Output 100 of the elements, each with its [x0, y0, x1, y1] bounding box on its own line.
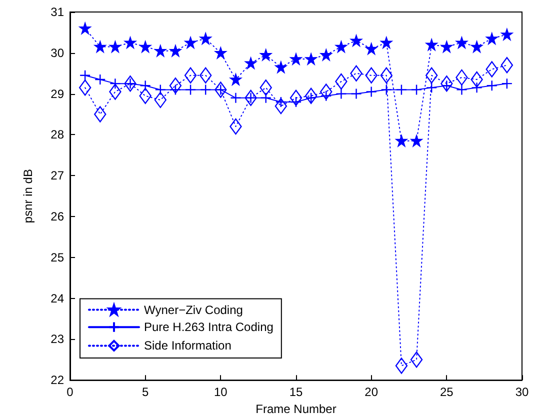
point: [244, 90, 257, 106]
point: [260, 49, 272, 61]
point: [456, 69, 468, 86]
point: [486, 32, 498, 44]
y-tick-label: 23: [50, 332, 64, 346]
point: [366, 86, 377, 98]
point: [500, 57, 514, 74]
point: [471, 41, 482, 52]
y-tick-label: 22: [50, 373, 64, 388]
point: [290, 90, 302, 106]
x-tick-label: 0: [66, 385, 74, 400]
point: [380, 37, 392, 48]
point: [230, 92, 242, 104]
x-tick-label: 5: [142, 385, 149, 400]
point: [94, 74, 106, 86]
point: [320, 84, 332, 100]
point: [78, 80, 92, 96]
y-tick-label: 29: [50, 86, 64, 101]
y-tick-label: 24: [50, 291, 64, 306]
point: [184, 37, 196, 48]
point: [471, 82, 482, 94]
point: [320, 49, 332, 61]
point: [366, 43, 377, 54]
point: [200, 32, 212, 44]
point: [335, 73, 348, 90]
y-tick-label: 30: [50, 46, 64, 60]
point: [336, 88, 347, 100]
point: [456, 84, 468, 96]
point: [426, 82, 438, 94]
point: [350, 88, 362, 100]
legend-label: Pure H.263 Intra Coding: [144, 320, 274, 334]
point: [154, 92, 166, 108]
point: [215, 47, 226, 58]
point: [350, 35, 362, 46]
point: [275, 62, 287, 73]
legend-label: Side Information: [144, 338, 232, 353]
point: [396, 135, 408, 146]
point: [426, 39, 438, 50]
point: [380, 84, 392, 96]
point: [486, 80, 498, 92]
point: [140, 41, 151, 52]
x-tick-label: 15: [289, 385, 303, 400]
point: [94, 41, 106, 52]
x-tick-label: 10: [214, 385, 228, 400]
point: [486, 61, 498, 78]
point: [456, 37, 468, 48]
y-tick-label: 27: [50, 168, 64, 183]
point: [230, 74, 242, 86]
point: [410, 84, 422, 96]
point: [396, 84, 408, 96]
x-tick-label: 20: [364, 385, 378, 400]
point: [110, 78, 121, 90]
point: [109, 84, 122, 100]
point: [170, 45, 182, 56]
point: [410, 352, 423, 368]
x-tick-label: 25: [440, 385, 454, 400]
legend-label: Wyner−Ziv Coding: [144, 302, 243, 317]
point: [336, 41, 347, 52]
point: [350, 65, 362, 82]
point: [274, 98, 288, 114]
point: [94, 106, 106, 122]
point: [184, 84, 196, 96]
point: [200, 67, 212, 84]
y-tick-label: 28: [50, 128, 64, 142]
y-tick-label: 26: [50, 210, 64, 224]
point: [139, 88, 152, 104]
point: [214, 82, 227, 98]
point: [124, 37, 136, 48]
point: [245, 58, 256, 69]
x-tick-label: 30: [515, 385, 529, 400]
point: [441, 41, 452, 52]
point: [124, 75, 136, 92]
point: [154, 84, 166, 96]
point: [470, 71, 483, 88]
point: [501, 78, 513, 90]
point: [200, 84, 212, 96]
point: [110, 41, 121, 52]
point: [365, 67, 378, 84]
point: [79, 22, 91, 34]
point: [230, 118, 242, 135]
point: [426, 67, 438, 84]
y-axis-title: psnr in dB: [21, 169, 35, 224]
point: [305, 53, 317, 65]
point: [260, 92, 272, 104]
point: [79, 70, 91, 81]
point: [304, 88, 318, 104]
point: [440, 75, 453, 92]
point: [154, 45, 166, 56]
y-tick-label: 25: [50, 250, 64, 264]
point: [410, 135, 422, 146]
point: [380, 67, 392, 84]
point: [169, 78, 182, 94]
point: [140, 80, 151, 92]
point: [395, 358, 408, 374]
x-axis-title: Frame Number: [256, 402, 336, 416]
point: [290, 53, 302, 65]
point: [501, 28, 513, 40]
y-tick-label: 31: [50, 5, 64, 19]
point: [260, 80, 272, 96]
point: [184, 67, 197, 84]
